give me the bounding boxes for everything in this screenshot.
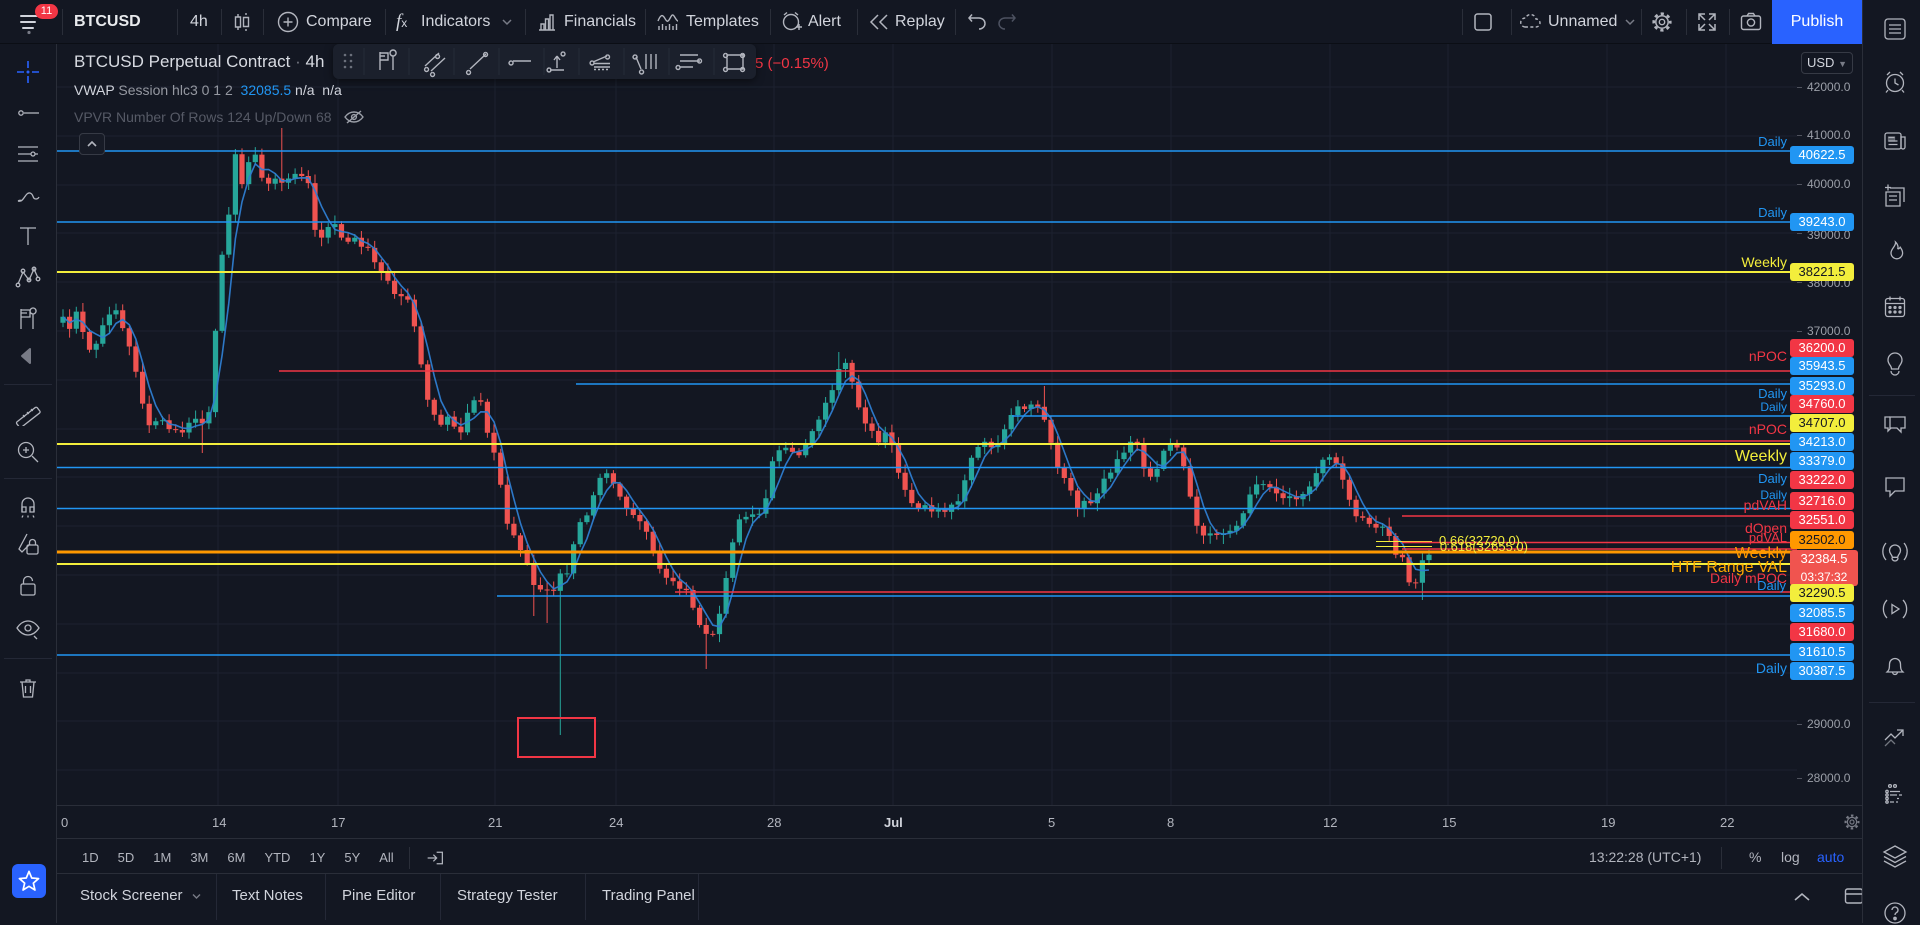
svg-text:Daily: Daily <box>1758 205 1787 220</box>
svg-text:0.66(32720.0): 0.66(32720.0) <box>1439 533 1520 548</box>
svg-text:Daily: Daily <box>1756 660 1787 676</box>
svg-text:Daily mPOC: Daily mPOC <box>1710 570 1787 586</box>
svg-text:nPOC: nPOC <box>1749 421 1787 437</box>
svg-text:Daily: Daily <box>1758 386 1787 401</box>
svg-text:pdVAL: pdVAL <box>1749 530 1787 545</box>
svg-text:Daily: Daily <box>1757 578 1786 593</box>
svg-text:Weekly: Weekly <box>1741 254 1787 270</box>
svg-text:nPOC: nPOC <box>1749 348 1787 364</box>
svg-text:Daily: Daily <box>1758 134 1787 149</box>
svg-text:Daily: Daily <box>1760 400 1787 414</box>
svg-text:dOpen: dOpen <box>1745 520 1787 536</box>
svg-text:Weekly: Weekly <box>1735 545 1787 562</box>
svg-text:Weekly: Weekly <box>1735 448 1787 465</box>
svg-text:0.618(32655.0): 0.618(32655.0) <box>1440 539 1528 554</box>
svg-text:Daily: Daily <box>1760 488 1787 502</box>
svg-text:Daily: Daily <box>1758 471 1787 486</box>
svg-text:pdVAH: pdVAH <box>1744 497 1787 513</box>
svg-text:HTF Range VAL: HTF Range VAL <box>1671 559 1787 576</box>
